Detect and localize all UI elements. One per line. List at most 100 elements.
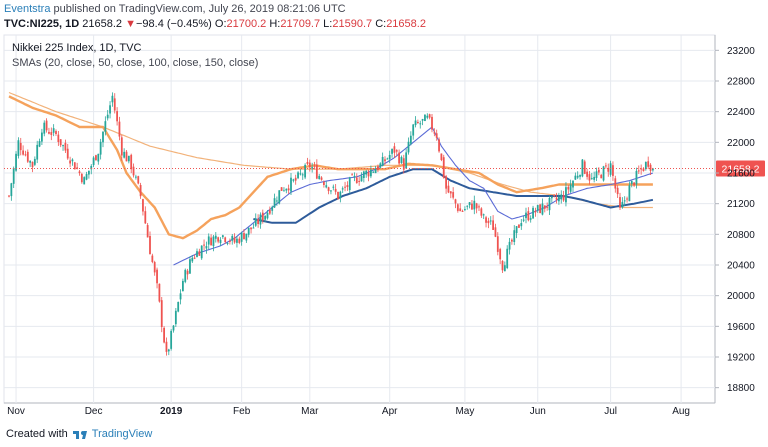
y-tick-label: 20400: [727, 261, 755, 272]
candle-body: [402, 158, 405, 170]
candle-body: [612, 165, 614, 176]
candle-body: [111, 95, 114, 103]
author-link[interactable]: Eventstra: [4, 3, 51, 15]
candle-body: [407, 141, 410, 153]
candle-body: [283, 190, 285, 192]
candle-body: [449, 191, 452, 194]
candle-body: [113, 98, 116, 111]
candle-body: [414, 120, 417, 126]
candle-body: [196, 251, 198, 257]
candle-body: [308, 162, 311, 168]
candle-body: [80, 173, 83, 183]
candle: [644, 161, 647, 171]
candle-body: [64, 142, 67, 151]
candle: [240, 231, 243, 246]
candle-body: [17, 140, 20, 156]
candle: [628, 181, 631, 202]
close-value: 21658.2: [386, 18, 426, 30]
candle-body: [245, 233, 248, 241]
candle-body: [445, 176, 447, 189]
candle: [640, 164, 643, 175]
candle-body: [652, 168, 654, 171]
candle: [323, 180, 325, 188]
candle: [402, 154, 405, 174]
candle: [111, 92, 114, 107]
candle-body: [417, 122, 419, 124]
candle: [99, 138, 102, 160]
candle-body: [379, 163, 382, 168]
candle-body: [292, 179, 295, 181]
candle-body: [588, 174, 591, 181]
candle-body: [236, 238, 238, 243]
tradingview-brand[interactable]: TradingView: [91, 428, 153, 440]
candle-body: [529, 218, 532, 220]
candle-body: [12, 168, 15, 184]
candle-body: [123, 151, 126, 158]
candle-body: [644, 161, 647, 170]
candle-body: [508, 241, 511, 250]
candle-body: [261, 212, 264, 221]
sma-20-line: [173, 126, 654, 266]
candle-body: [647, 161, 650, 167]
candle: [43, 120, 46, 137]
candle-body: [318, 175, 321, 179]
candle: [367, 169, 370, 182]
candle-body: [555, 197, 558, 200]
candle: [214, 232, 217, 243]
candle: [508, 238, 511, 255]
candle: [80, 172, 83, 184]
candle: [546, 202, 549, 211]
candle-body: [348, 177, 351, 191]
candle: [499, 247, 502, 265]
candle: [104, 116, 107, 136]
candle-body: [198, 251, 201, 256]
candle-body: [503, 265, 506, 272]
candle-body: [163, 327, 165, 343]
candle-body: [459, 208, 462, 212]
candle: [372, 171, 375, 174]
candle-body: [499, 249, 502, 260]
candle-body: [558, 196, 560, 202]
candle-body: [130, 154, 133, 170]
candle-body: [388, 154, 391, 160]
candle-body: [189, 259, 191, 274]
candle-body: [99, 141, 102, 155]
candle-body: [386, 158, 389, 160]
candle: [278, 190, 281, 205]
candle: [386, 157, 389, 160]
candle: [149, 231, 151, 255]
candle: [184, 268, 187, 284]
candle-body: [562, 195, 565, 201]
candle-body: [478, 206, 480, 208]
candle-body: [355, 177, 358, 184]
candle: [59, 139, 62, 148]
x-tick-label: Feb: [233, 406, 251, 417]
candle-body: [22, 150, 24, 155]
x-tick-label: Dec: [85, 406, 103, 417]
candle: [550, 196, 553, 203]
candle: [647, 156, 650, 170]
candle-body: [409, 135, 412, 144]
candle-body: [438, 139, 440, 152]
candle-body: [132, 166, 135, 176]
candle: [95, 154, 97, 161]
candle: [313, 161, 316, 170]
candle: [182, 278, 184, 292]
candle-body: [102, 131, 104, 143]
candle-body: [391, 148, 393, 154]
x-tick-label: Jul: [604, 406, 617, 417]
candle-body: [452, 192, 455, 198]
candle: [19, 137, 22, 156]
candle-body: [550, 196, 553, 199]
candle: [503, 261, 506, 272]
candle: [511, 238, 513, 245]
candle: [532, 205, 534, 219]
candle: [496, 232, 499, 256]
candle-body: [609, 163, 612, 175]
candle-body: [52, 128, 55, 133]
candle-body: [29, 160, 32, 163]
candle: [506, 245, 509, 270]
candle-body: [461, 210, 464, 212]
candle: [12, 166, 15, 189]
